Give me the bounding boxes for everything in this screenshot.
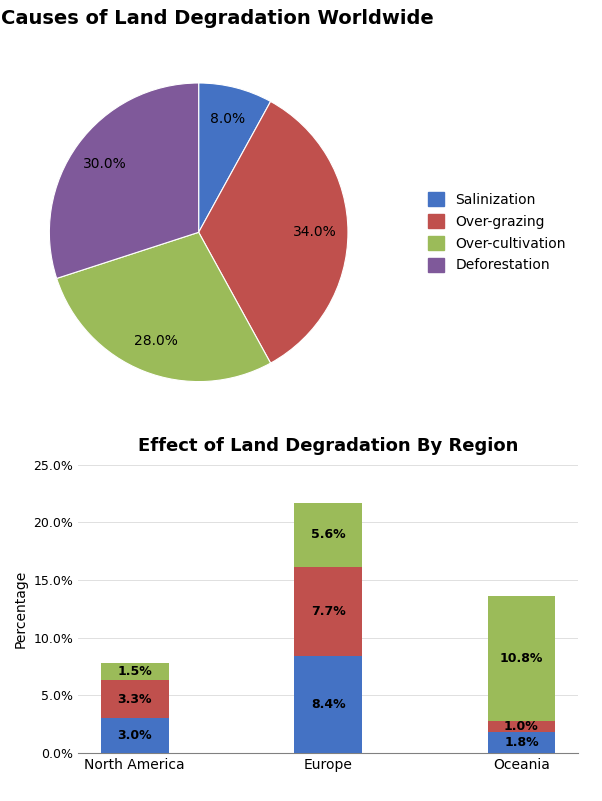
Wedge shape <box>57 232 270 381</box>
Text: 1.5%: 1.5% <box>117 665 152 678</box>
Title: Effect of Land Degradation By Region: Effect of Land Degradation By Region <box>138 437 518 455</box>
Wedge shape <box>199 83 270 232</box>
Bar <box>488 596 555 721</box>
Text: 1.8%: 1.8% <box>504 736 539 749</box>
Text: 5.6%: 5.6% <box>311 529 346 541</box>
Text: 10.8%: 10.8% <box>500 652 543 665</box>
Bar <box>294 503 362 567</box>
Text: 8.4%: 8.4% <box>311 698 346 711</box>
Text: 3.3%: 3.3% <box>117 693 152 706</box>
Y-axis label: Percentage: Percentage <box>14 570 28 648</box>
Text: 1.0%: 1.0% <box>504 720 539 733</box>
Bar <box>294 567 362 656</box>
Wedge shape <box>49 83 199 279</box>
Text: 3.0%: 3.0% <box>117 729 152 743</box>
Bar <box>101 663 169 680</box>
Bar <box>294 656 362 753</box>
Wedge shape <box>199 102 348 363</box>
Text: 30.0%: 30.0% <box>82 157 126 171</box>
Text: 7.7%: 7.7% <box>311 605 346 618</box>
Text: 8.0%: 8.0% <box>210 112 245 127</box>
Text: 34.0%: 34.0% <box>293 225 337 239</box>
Bar <box>488 721 555 732</box>
Bar <box>101 680 169 718</box>
Bar <box>101 718 169 753</box>
Legend: Salinization, Over-grazing, Over-cultivation, Deforestation: Salinization, Over-grazing, Over-cultiva… <box>422 187 571 278</box>
Title: Causes of Land Degradation Worldwide: Causes of Land Degradation Worldwide <box>1 10 433 28</box>
Bar <box>488 732 555 753</box>
Text: 28.0%: 28.0% <box>134 333 178 348</box>
